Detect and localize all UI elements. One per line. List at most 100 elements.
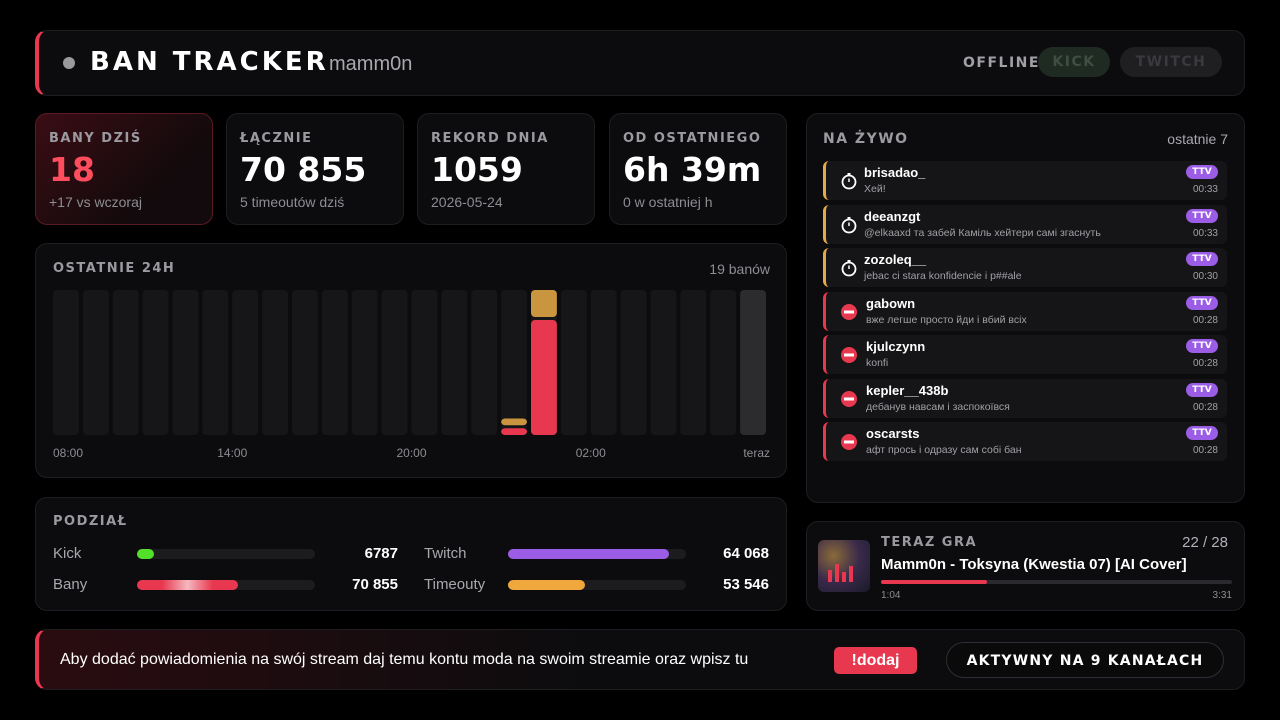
x-tick-label: 02:00: [576, 446, 606, 460]
distribution-bar: [137, 549, 155, 559]
platform-badge: TTV: [1186, 208, 1218, 223]
feed-message: jebac ci stara konfidencie i p##ale: [864, 270, 1022, 282]
distribution-bar: [508, 580, 585, 590]
timeout-icon: [841, 260, 857, 277]
title: BAN TRACKER: [90, 47, 329, 77]
timeout-icon: [841, 216, 857, 233]
ban-icon: [841, 434, 857, 450]
feed-user: kepler__438b: [866, 382, 949, 398]
status-dot: [63, 57, 75, 69]
distribution-track: [508, 549, 686, 559]
chart: 08:00 14:00 20:00 02:00 teraz: [53, 290, 770, 460]
platform-badge: TTV: [1186, 165, 1218, 179]
kick-button[interactable]: KICK: [1038, 47, 1110, 77]
progress-track: [881, 580, 1232, 584]
icon-top: [847, 173, 851, 176]
platform-badge: TTV: [1186, 295, 1218, 310]
icon-bar: [844, 310, 854, 313]
feed-user: brisadao_: [864, 165, 926, 180]
distribution-title: PODZIAŁ: [53, 514, 128, 529]
icon-bar: [844, 440, 854, 444]
feed-time: 00:28: [1192, 358, 1218, 369]
feed-message: вже легше просто йди і вбий всіх: [866, 313, 1027, 326]
stat-card: [609, 113, 787, 225]
x-tick-label: teraz: [743, 446, 770, 460]
column-track: [560, 290, 587, 435]
column-track: [202, 290, 229, 435]
feed-title: NA ŻYWO: [823, 131, 909, 147]
icon-top: [847, 260, 851, 263]
x-tick-label: 08:00: [53, 446, 83, 460]
stat-sub: 5 timeoutów dziś: [240, 194, 345, 210]
bar-segment: [531, 290, 557, 318]
bar-segment: [501, 418, 527, 426]
column-track: [710, 290, 737, 435]
column-track: [680, 290, 707, 435]
stat-card: [417, 113, 595, 225]
distribution-track: [508, 580, 686, 590]
feed-item: kjulczynn konfi TTV 00:28: [823, 335, 1227, 374]
stat-label: REKORD DNIA: [431, 131, 549, 146]
stat-value: 1059: [431, 150, 523, 189]
column-track: [292, 290, 318, 435]
distribution-value: 53 546: [723, 576, 769, 593]
x-tick-label: 20:00: [396, 446, 426, 460]
feed-item: gabown вже легше просто йди і вбий всіх TT…: [823, 291, 1227, 331]
column-track: [232, 290, 259, 435]
feed-message: @elkaaxd та забей Каміль хейтери самі зг…: [864, 226, 1101, 239]
progress-fill: [881, 580, 988, 584]
feed-user: kjulczynn: [866, 339, 926, 354]
feed-subtitle: ostatnie 7: [1167, 131, 1228, 147]
stat-card: [35, 113, 213, 225]
chart-title: OSTATNIE 24H: [53, 261, 176, 276]
feed-item: kepler__438b дебанув навсам і заспокоївся…: [823, 378, 1227, 418]
feed-user: zozoleq__: [864, 252, 927, 267]
platform-badge: TTV: [1186, 252, 1218, 266]
feed-message: konfi: [866, 357, 889, 369]
playlist-position: 22 / 28: [1182, 534, 1228, 551]
distribution-value: 6787: [364, 545, 398, 562]
column-track: [112, 290, 139, 435]
column-track: [351, 290, 378, 435]
feed-item: zozoleq__jebac ci stara konfidencie i p#…: [823, 248, 1227, 287]
feed-user: gabown: [866, 295, 916, 311]
feed-time: 00:33: [1192, 227, 1218, 239]
stat-value: 70 855: [240, 150, 367, 189]
distribution-label: Timeouty: [424, 576, 486, 593]
feed-message: Хей!: [864, 183, 886, 195]
icon-bar: [844, 397, 854, 400]
active-channels[interactable]: AKTYWNY NA 9 KANAŁACH: [946, 642, 1224, 678]
feed-item: deeanzgt @elkaaxd та забей Каміль хейтери…: [823, 204, 1227, 244]
distribution-label: Bany: [53, 576, 88, 593]
now-playing: [806, 521, 1245, 611]
feed-time: 00:33: [1192, 184, 1218, 195]
ban-icon: [841, 390, 857, 407]
platform-badge: TTV: [1186, 426, 1218, 440]
track: Mamm0n - Toksyna (Kwestia 07) [AI Cover]: [881, 556, 1187, 573]
twitch-button[interactable]: TWITCH: [1120, 47, 1222, 77]
distribution-value: 64 068: [723, 545, 769, 562]
feed-time: 00:28: [1192, 401, 1218, 413]
icon-bar: [844, 353, 854, 357]
icon-top: [847, 216, 851, 219]
ban-icon: [841, 303, 857, 320]
column-track: [262, 290, 288, 435]
column-track: [411, 290, 438, 435]
footer-message: Aby dodać powiadomienia na swój stream d…: [60, 651, 749, 668]
bar-segment: [501, 428, 527, 435]
distribution-value: 70 855: [352, 576, 398, 593]
bar-segment: [531, 320, 557, 435]
album-art: [818, 540, 870, 592]
distribution-track: [137, 580, 315, 590]
column-track: [471, 290, 498, 435]
column-track: [620, 290, 647, 435]
stat-label: OD OSTATNIEGO: [623, 131, 762, 146]
command[interactable]: !dodaj: [834, 647, 917, 674]
column-track: [82, 290, 109, 435]
x-tick-label: 14:00: [217, 446, 247, 460]
feed-time: 00:28: [1192, 445, 1218, 456]
distribution-label: Twitch: [424, 545, 467, 562]
column-track: [590, 290, 617, 435]
stat-sub: 0 w ostatniej h: [623, 194, 713, 210]
